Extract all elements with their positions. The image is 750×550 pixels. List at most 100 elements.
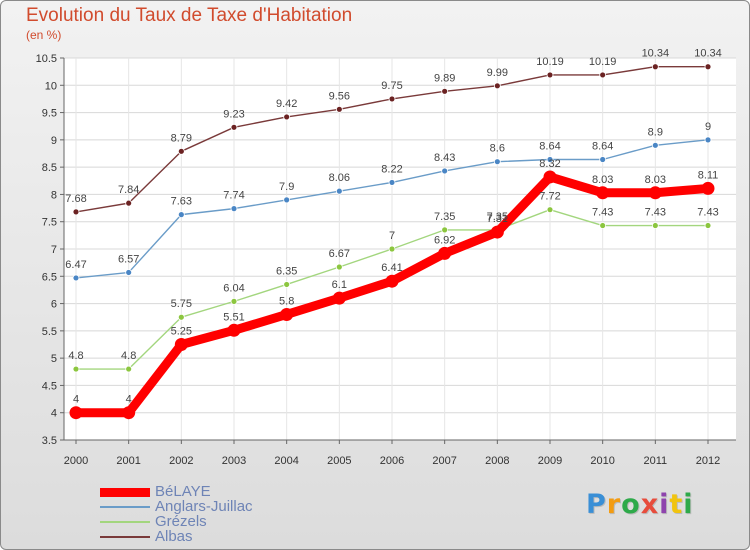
data-point xyxy=(280,307,294,321)
legend-swatch xyxy=(100,536,150,538)
data-point xyxy=(230,123,238,131)
data-label: 7.43 xyxy=(645,207,666,219)
data-label: 7.31 xyxy=(487,213,508,225)
logo-letter: o xyxy=(621,489,641,520)
data-point xyxy=(122,406,136,420)
data-label: 7.43 xyxy=(697,207,718,219)
chart-subtitle: (en %) xyxy=(26,28,62,42)
data-point xyxy=(546,156,554,163)
data-point xyxy=(704,222,712,229)
chart-title: Evolution du Taux de Taxe d'Habitation xyxy=(26,5,353,26)
data-point xyxy=(704,136,712,144)
y-tick-label: 10.5 xyxy=(36,53,57,65)
data-label: 9.23 xyxy=(223,108,244,120)
data-point xyxy=(546,71,554,79)
data-point xyxy=(283,113,291,121)
x-tick-label: 2000 xyxy=(64,455,88,467)
data-point xyxy=(125,269,133,276)
y-tick-label: 5.5 xyxy=(42,326,57,338)
data-label: 6.47 xyxy=(65,259,86,271)
data-label: 8.64 xyxy=(592,141,613,153)
data-label: 8.06 xyxy=(329,172,350,184)
data-label: 7.9 xyxy=(279,181,294,193)
data-label: 5.8 xyxy=(279,295,294,307)
data-label: 10.34 xyxy=(642,48,670,60)
data-point xyxy=(493,82,501,90)
data-label: 7.43 xyxy=(592,207,613,219)
x-tick-label: 2003 xyxy=(222,455,246,467)
data-label: 8.22 xyxy=(381,163,402,175)
data-point xyxy=(332,291,346,305)
data-label: 6.35 xyxy=(276,265,297,277)
data-point xyxy=(69,406,83,420)
legend-item: BéLAYE xyxy=(100,483,360,500)
y-tick-label: 9 xyxy=(51,135,57,147)
data-label: 7 xyxy=(389,230,395,242)
data-label: 4.8 xyxy=(68,350,83,362)
x-tick-label: 2001 xyxy=(116,455,140,467)
data-point xyxy=(493,158,501,166)
data-label: 9 xyxy=(705,121,711,133)
data-point xyxy=(388,95,396,103)
legend-item: Albas xyxy=(100,528,360,545)
legend-item: Anglars-Juillac xyxy=(100,498,360,515)
data-point xyxy=(599,71,607,79)
data-point xyxy=(546,206,554,214)
data-point xyxy=(125,199,133,207)
x-tick-label: 2006 xyxy=(380,455,404,467)
data-label: 4 xyxy=(73,394,79,406)
data-label: 6.04 xyxy=(223,282,244,294)
y-tick-label: 6 xyxy=(51,299,57,311)
data-point xyxy=(651,63,659,71)
data-label: 9.42 xyxy=(276,98,297,110)
data-label: 8.9 xyxy=(648,126,663,138)
logo-letter: t xyxy=(669,489,684,520)
data-point xyxy=(283,281,291,288)
data-point xyxy=(438,246,452,260)
data-label: 8.64 xyxy=(539,141,560,153)
x-tick-label: 2008 xyxy=(485,455,509,467)
data-point xyxy=(651,141,659,149)
x-tick-label: 2004 xyxy=(274,455,298,467)
data-label: 8.32 xyxy=(539,158,560,170)
data-label: 9.75 xyxy=(381,80,402,92)
x-tick-label: 2005 xyxy=(327,455,351,467)
data-label: 10.19 xyxy=(589,56,617,68)
data-point xyxy=(441,226,449,234)
logo-letter: r xyxy=(606,489,622,520)
x-tick-label: 2009 xyxy=(538,455,562,467)
data-point xyxy=(72,365,80,373)
data-point xyxy=(385,274,399,288)
x-tick-label: 2002 xyxy=(169,455,193,467)
legend-swatch xyxy=(100,521,150,523)
data-point xyxy=(227,323,241,337)
legend-label: Grézels xyxy=(155,513,207,530)
data-point xyxy=(441,87,449,95)
data-point xyxy=(599,222,607,229)
legend-label: Anglars-Juillac xyxy=(155,498,253,515)
data-point xyxy=(596,186,610,200)
y-tick-label: 9.5 xyxy=(42,108,57,120)
data-label: 9.89 xyxy=(434,72,455,84)
legend-label: BéLAYE xyxy=(155,483,211,500)
data-point xyxy=(230,205,238,213)
data-point xyxy=(701,181,715,195)
data-label: 7.35 xyxy=(487,211,508,223)
data-point xyxy=(335,263,343,271)
data-point xyxy=(335,187,343,195)
data-point xyxy=(174,338,188,351)
proxiti-logo: Proxiti xyxy=(586,489,694,520)
y-tick-label: 3.5 xyxy=(42,435,57,447)
logo-letter: P xyxy=(586,489,607,520)
data-label: 4.8 xyxy=(121,350,136,362)
data-label: 9.99 xyxy=(487,67,508,79)
data-point xyxy=(490,225,504,239)
data-point xyxy=(72,208,80,216)
data-point xyxy=(177,211,185,219)
data-label: 6.67 xyxy=(329,248,350,260)
x-tick-label: 2010 xyxy=(590,455,614,467)
data-label: 7.84 xyxy=(118,184,139,196)
logo-letter: x xyxy=(640,489,660,520)
data-label: 6.57 xyxy=(118,253,139,265)
